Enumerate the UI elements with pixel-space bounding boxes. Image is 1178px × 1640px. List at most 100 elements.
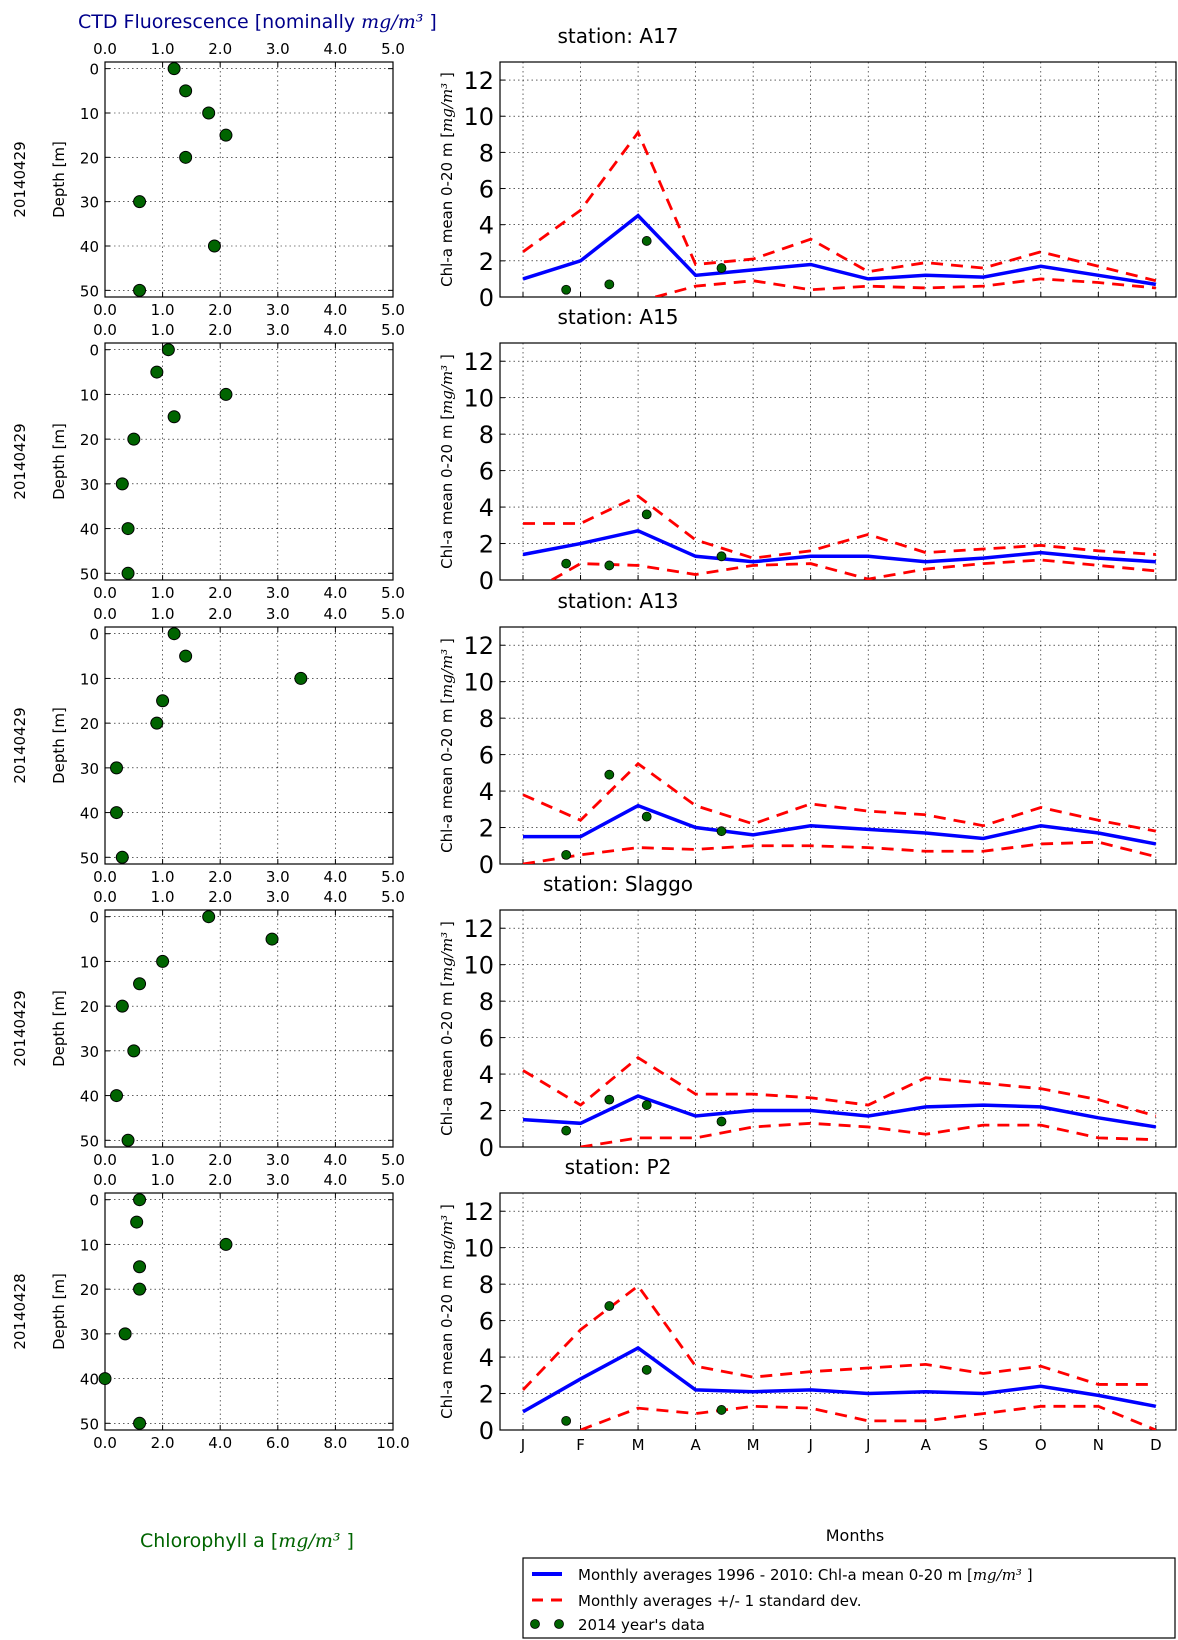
month-tick-label: A xyxy=(690,1436,701,1454)
depth-tick-label: 40 xyxy=(80,805,99,823)
top-tick-label: 4.0 xyxy=(323,321,347,339)
profile-point xyxy=(295,672,307,684)
profile-point xyxy=(157,955,169,967)
month-tick-label: J xyxy=(807,1436,812,1454)
profile-point xyxy=(180,650,192,662)
chl-tick-label: 10 xyxy=(463,103,494,131)
month-tick-label: S xyxy=(979,1436,989,1454)
profile-point xyxy=(220,1238,232,1250)
depth-tick-label: 30 xyxy=(80,760,99,778)
profile-point xyxy=(116,478,128,490)
month-tick-label: J xyxy=(520,1436,525,1454)
chl-tick-label: 10 xyxy=(463,1235,494,1263)
top-axis-label: CTD Fluorescence [nominally mg/m³ ] xyxy=(78,11,437,33)
profile-point xyxy=(116,851,128,863)
top-tick-label: 3.0 xyxy=(266,888,290,906)
profile-point xyxy=(134,1417,146,1429)
bottom-tick-label: 4.0 xyxy=(323,868,347,886)
profile-point xyxy=(180,151,192,163)
legend-std-text: Monthly averages +/- 1 standard dev. xyxy=(578,1592,861,1610)
top-tick-label: 4.0 xyxy=(323,605,347,623)
axes-frame xyxy=(105,1193,393,1430)
chl-tick-label: 6 xyxy=(479,742,494,770)
chl-axis-label: Chl-a mean 0-20 m [mg/m³ ] xyxy=(438,354,456,569)
depth-tick-label: 40 xyxy=(80,521,99,539)
bottom-tick-label: 0.0 xyxy=(93,1434,117,1452)
profile-point xyxy=(162,344,174,356)
depth-axis-label: Depth [m] xyxy=(50,141,68,218)
depth-axis-label: Depth [m] xyxy=(50,707,68,784)
month-tick-label: M xyxy=(632,1436,645,1454)
depth-axis-label: Depth [m] xyxy=(50,990,68,1067)
profile-point xyxy=(134,1194,146,1206)
axes-frame xyxy=(500,62,1176,297)
bottom-tick-label: 0.0 xyxy=(93,868,117,886)
std-line xyxy=(523,842,1156,864)
year-2014-point xyxy=(717,827,726,836)
profile-point xyxy=(111,762,123,774)
year-2014-point xyxy=(605,770,614,779)
axes-frame xyxy=(105,343,393,580)
depth-tick-label: 30 xyxy=(80,1326,99,1344)
bottom-tick-label: 8.0 xyxy=(323,1434,347,1452)
chl-axis-label: Chl-a mean 0-20 m [mg/m³ ] xyxy=(438,921,456,1136)
profile-point xyxy=(111,807,123,819)
chl-tick-label: 2 xyxy=(479,1098,494,1126)
top-tick-label: 0.0 xyxy=(93,605,117,623)
chl-tick-label: 12 xyxy=(463,632,494,660)
bottom-tick-label: 3.0 xyxy=(266,301,290,319)
legend-mean-text: Monthly averages 1996 - 2010: Chl-a mean… xyxy=(578,1566,1033,1584)
top-tick-label: 0.0 xyxy=(93,1171,117,1189)
profile-point xyxy=(116,1000,128,1012)
top-tick-label: 2.0 xyxy=(208,605,232,623)
bottom-tick-label: 0.0 xyxy=(93,301,117,319)
year-2014-point xyxy=(642,1101,651,1110)
profile-point xyxy=(111,1090,123,1102)
top-tick-label: 2.0 xyxy=(208,1171,232,1189)
chl-tick-label: 12 xyxy=(463,348,494,376)
chl-tick-label: 4 xyxy=(479,212,494,240)
year-2014-point xyxy=(562,850,571,859)
date-label: 20140429 xyxy=(11,423,29,499)
year-2014-point xyxy=(562,1416,571,1425)
bottom-tick-label: 10.0 xyxy=(376,1434,409,1452)
legend-dot-1 xyxy=(531,1620,540,1629)
bottom-tick-label: 2.0 xyxy=(151,1434,175,1452)
year-2014-point xyxy=(642,812,651,821)
chl-tick-label: 8 xyxy=(479,421,494,449)
depth-tick-label: 50 xyxy=(80,565,99,583)
year-2014-point xyxy=(717,552,726,561)
date-label: 20140429 xyxy=(11,990,29,1066)
axes-frame xyxy=(500,1193,1176,1430)
station-panel: 024681012station: SlaggoChl-a mean 0-20 … xyxy=(438,872,1176,1162)
bottom-tick-label: 0.0 xyxy=(93,1151,117,1169)
station-title: station: A17 xyxy=(557,24,678,48)
chl-axis-label: Chl-a mean 0-20 m [mg/m³ ] xyxy=(438,72,456,287)
station-title: station: P2 xyxy=(565,1155,672,1179)
year-2014-point xyxy=(717,264,726,273)
depth-axis-label: Depth [m] xyxy=(50,423,68,500)
bottom-tick-label: 1.0 xyxy=(151,301,175,319)
depth-tick-label: 0 xyxy=(89,1192,99,1210)
bottom-tick-label: 1.0 xyxy=(151,1151,175,1169)
depth-tick-label: 40 xyxy=(80,1371,99,1389)
profile-panel: 010203040500.0 1.0 2.0 3.0 4.0 5.00.0 1.0 2.0 3.… xyxy=(11,888,405,1169)
chl-tick-label: 0 xyxy=(479,1417,494,1445)
depth-tick-label: 50 xyxy=(80,849,99,867)
month-tick-label: F xyxy=(576,1436,585,1454)
mean-line xyxy=(523,1096,1156,1127)
bottom-tick-label: 3.0 xyxy=(266,1151,290,1169)
station-title: station: A15 xyxy=(557,305,678,329)
depth-tick-label: 0 xyxy=(89,626,99,644)
year-2014-point xyxy=(562,559,571,568)
month-tick-label: O xyxy=(1035,1436,1047,1454)
top-tick-label: 4.0 xyxy=(323,888,347,906)
month-tick-label: M xyxy=(747,1436,760,1454)
date-label: 20140429 xyxy=(11,707,29,783)
depth-tick-label: 0 xyxy=(89,61,99,79)
profile-point xyxy=(168,628,180,640)
bottom-tick-label: 4.0 xyxy=(208,1434,232,1452)
std-line xyxy=(523,764,1156,831)
